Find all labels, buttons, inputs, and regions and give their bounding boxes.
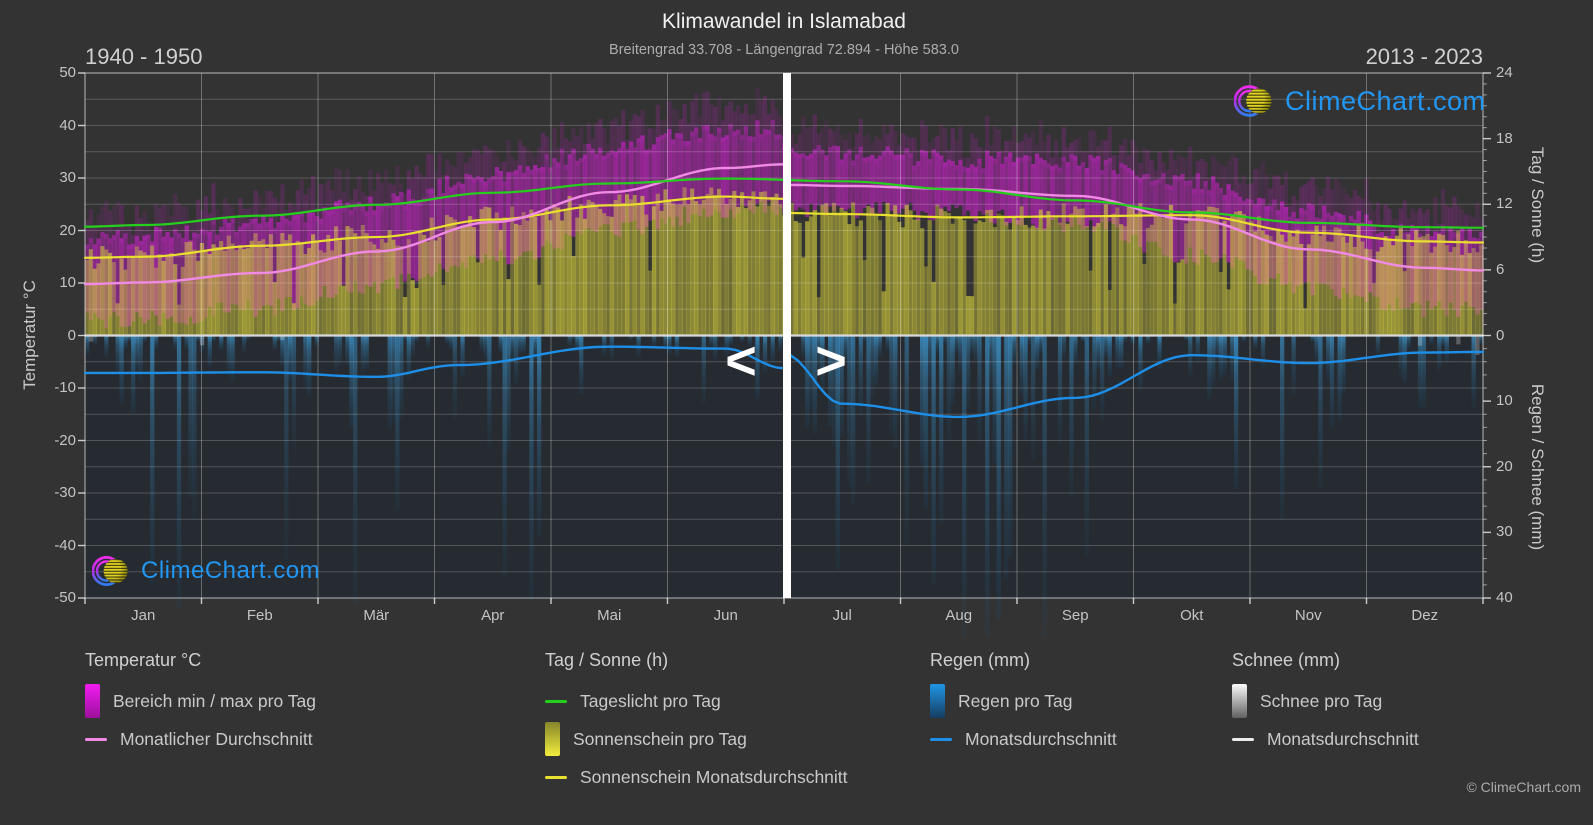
snow-line-swatch [1232,737,1254,741]
watermark-text: ClimeChart.com [141,557,321,584]
left-axis-tick-10: 10 [59,274,76,291]
legend-label: Bereich min / max pro Tag [113,690,316,711]
left-axis-tick--20: -20 [54,431,76,449]
sun-axis-tick-0: 0 [1496,326,1505,344]
month-label-feb: Feb [246,607,273,624]
month-label-apr: Apr [481,607,505,624]
left-axis-tick--30: -30 [54,484,76,501]
legend-label: Tageslicht pro Tag [580,690,721,711]
era-divider[interactable] [783,73,791,598]
left-axis-tick--40: -40 [54,536,76,554]
watermark-text: ClimeChart.com [1285,85,1486,116]
legend-item-temp-range: Bereich min / max pro Tag [85,682,316,720]
legend-title-sun: Tag / Sonne (h) [545,650,669,670]
snow-band-swatch [1232,684,1247,718]
daylight-line-swatch [545,699,567,703]
month-label-aug: Aug [945,607,973,624]
legend-item-sunshine-day: Sonnenschein pro Tag [545,720,848,758]
sun-axis-tick-6: 6 [1496,260,1505,278]
temp-range-swatch [85,684,100,718]
legend-title-rain: Regen (mm) [930,650,1031,670]
month-label-mär: Mär [363,607,390,624]
legend-group-sun: Tag / Sonne (h) Tageslicht pro Tag Sonne… [545,650,848,796]
legend-label: Sonnenschein Monatsdurchschnitt [580,766,848,787]
month-label-sep: Sep [1061,607,1089,624]
legend-item-rain-day: Regen pro Tag [930,682,1117,720]
left-axis-tick-0: 0 [67,326,76,344]
legend-title-temperature: Temperatur °C [85,650,202,670]
left-axis-tick--50: -50 [54,589,76,606]
month-label-jul: Jul [832,607,852,624]
left-axis-tick-20: 20 [59,221,76,239]
left-axis-tick-50: 50 [59,64,76,81]
shift-divider-left-arrow[interactable]: < [725,331,757,391]
legend-label: Monatlicher Durchschnitt [120,728,313,749]
rain-axis-tick-10: 10 [1496,392,1513,410]
copyright-note: © ClimeChart.com [1466,779,1581,795]
legend-label: Schnee pro Tag [1260,690,1383,711]
legend-item-snow-avg: Monatsdurchschnitt [1232,720,1419,758]
legend-group-temperature: Temperatur °C Bereich min / max pro Tag … [85,650,316,758]
climechart-watermark-top[interactable]: ClimeChart.com [1234,80,1486,122]
climechart-watermark-bottom[interactable]: ClimeChart.com [92,551,320,591]
month-label-jun: Jun [713,607,738,624]
rain-axis-tick-30: 30 [1496,523,1513,541]
legend-item-temp-avg: Monatlicher Durchschnitt [85,720,316,758]
legend-label: Monatsdurchschnitt [1267,728,1419,749]
sun-axis-tick-12: 12 [1496,195,1513,213]
era-range-left: 1940 - 1950 [85,44,203,69]
climechart-logo-icon [92,556,128,586]
left-axis-tick-30: 30 [59,169,76,186]
page-subtitle: Breitengrad 33.708 - Längengrad 72.894 -… [609,42,959,58]
legend-item-rain-avg: Monatsdurchschnitt [930,720,1117,758]
temp-avg-line-swatch [85,737,107,741]
month-label-nov: Nov [1294,607,1322,624]
right-axis-sun-title: Tag / Sonne (h) [1528,146,1547,264]
legend-label: Regen pro Tag [958,690,1073,711]
sunshine-band-swatch [545,722,560,756]
month-label-jan: Jan [131,607,156,624]
legend-title-snow: Schnee (mm) [1232,650,1341,670]
legend-label: Sonnenschein pro Tag [573,728,747,749]
sun-axis-tick-18: 18 [1496,129,1513,147]
legend-item-daylight: Tageslicht pro Tag [545,682,848,720]
page-title: Klimawandel in Islamabad [662,10,906,33]
legend-group-snow: Schnee (mm) Schnee pro Tag Monatsdurchsc… [1232,650,1419,758]
sunshine-line-swatch [545,775,567,779]
rain-axis-tick-40: 40 [1496,589,1513,606]
left-axis-tick-40: 40 [59,116,76,134]
month-label-mai: Mai [597,607,622,624]
shift-divider-right-arrow[interactable]: > [815,331,847,391]
average-curves [83,163,1485,419]
right-axis-rain-title: Regen / Schnee (mm) [1528,383,1547,551]
rain-line-swatch [930,737,952,741]
rain-band-swatch [930,684,945,718]
sun-axis-tick-24: 24 [1496,64,1513,81]
era-range-right: 2013 - 2023 [1365,44,1483,69]
legend-item-snow-day: Schnee pro Tag [1232,682,1419,720]
left-axis-tick--10: -10 [54,379,76,396]
legend-group-rain: Regen (mm) Regen pro Tag Monatsdurchschn… [930,650,1117,758]
climechart-logo-icon [1234,85,1272,117]
climate-chart-canvas: < > [78,72,1491,638]
month-label-okt: Okt [1180,607,1204,624]
legend-label: Monatsdurchschnitt [965,728,1117,749]
rain-axis-tick-20: 20 [1496,457,1513,475]
month-label-dez: Dez [1411,607,1439,624]
legend-item-sunshine-avg: Sonnenschein Monatsdurchschnitt [545,758,848,796]
